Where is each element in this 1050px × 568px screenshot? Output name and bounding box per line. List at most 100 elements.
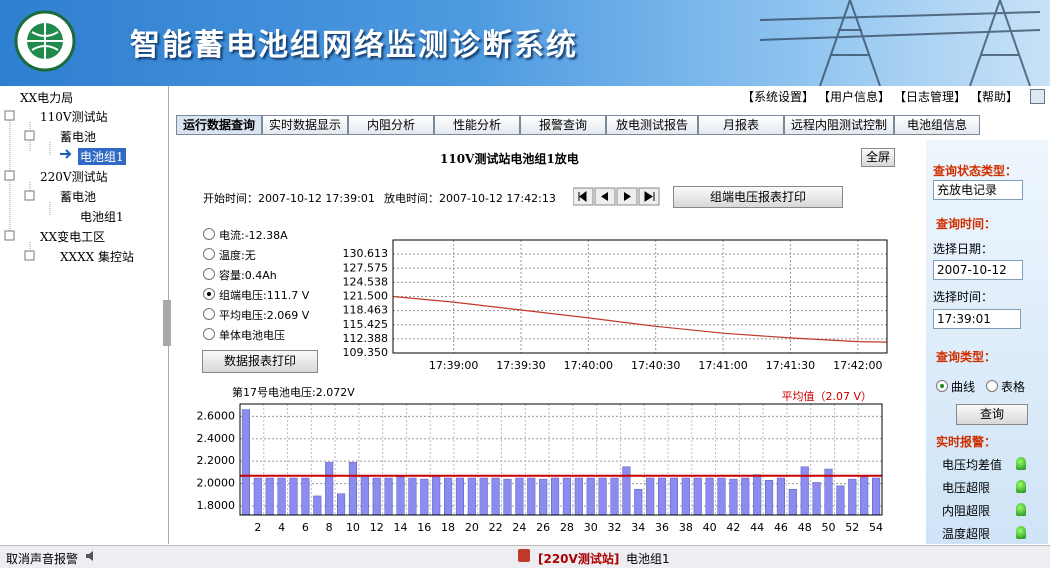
- bar: [872, 477, 881, 516]
- bar: [241, 409, 250, 516]
- radio[interactable]: [203, 228, 215, 240]
- bar: [848, 478, 857, 516]
- x-tick-label: 16: [417, 521, 431, 534]
- tab[interactable]: 报警查询: [520, 115, 606, 135]
- date-select[interactable]: 2007-10-12: [933, 260, 1023, 280]
- x-tick-label: 40: [703, 521, 717, 534]
- nav-link[interactable]: 【帮助】: [970, 90, 1019, 104]
- x-tick-label: 17:40:00: [564, 359, 613, 372]
- bar: [836, 485, 845, 516]
- option-label: 平均电压:2.069 V: [219, 309, 310, 322]
- query-button[interactable]: 查询: [956, 404, 1028, 425]
- tree-node[interactable]: 110V测试站: [40, 110, 108, 124]
- tab[interactable]: 实时数据显示: [262, 115, 348, 135]
- tab[interactable]: 远程内阻测试控制: [784, 115, 894, 135]
- tree-node[interactable]: XX电力局: [20, 91, 74, 105]
- plot-frame: [392, 239, 888, 354]
- mute-toggle[interactable]: 取消声音报警: [6, 552, 79, 566]
- x-tick-label: 46: [774, 521, 788, 534]
- print-group-button[interactable]: 组端电压报表打印: [673, 186, 843, 208]
- bar: [717, 477, 726, 516]
- x-tick-label: 42: [726, 521, 740, 534]
- bar: [551, 477, 560, 516]
- option-label: 温度:无: [219, 249, 256, 262]
- tree-node[interactable]: XX变电工区: [40, 230, 106, 244]
- nav-link[interactable]: 【日志管理】: [894, 90, 967, 104]
- nav-link[interactable]: 【系统设置】: [742, 90, 815, 104]
- bar: [289, 477, 298, 516]
- tree-node[interactable]: 蓄电池: [60, 130, 97, 144]
- bar: [562, 477, 571, 516]
- y-tick-label: 2.4000: [197, 432, 236, 445]
- bar: [420, 478, 429, 516]
- tab[interactable]: 性能分析: [434, 115, 520, 135]
- x-tick-label: 4: [278, 521, 285, 534]
- radio[interactable]: [986, 380, 998, 392]
- tab[interactable]: 电池组信息: [894, 115, 980, 135]
- tab[interactable]: 运行数据查询: [176, 115, 262, 135]
- bar: [337, 493, 346, 516]
- mode-label: 表格: [1001, 380, 1026, 394]
- start-time: 开始时间：2007-10-12 17:39:01: [203, 192, 375, 205]
- y-tick-label: 2.6000: [197, 409, 236, 422]
- time-select[interactable]: 17:39:01: [933, 309, 1021, 329]
- bar: [313, 495, 322, 516]
- bar: [776, 477, 785, 516]
- tab[interactable]: 月报表: [698, 115, 784, 135]
- bar: [325, 462, 334, 516]
- radio[interactable]: [203, 308, 215, 320]
- alarm-light: [1016, 480, 1026, 493]
- tree-lines: [4, 110, 72, 261]
- alarm-label: 电压均差值: [942, 458, 1003, 472]
- radio[interactable]: [203, 248, 215, 260]
- bar: [574, 477, 583, 516]
- x-tick-label: 48: [798, 521, 812, 534]
- x-tick-label: 26: [536, 521, 550, 534]
- radio[interactable]: [203, 328, 215, 340]
- tab[interactable]: 放电测试报告: [606, 115, 698, 135]
- x-tick-label: 17:42:00: [833, 359, 882, 372]
- query-panel: 查询状态类型： 充放电记录 查询时间： 选择日期： 2007-10-12 选择时…: [926, 140, 1048, 544]
- y-tick-label: 121.500: [343, 290, 389, 303]
- radio[interactable]: [936, 380, 948, 392]
- y-tick-label: 115.425: [343, 318, 389, 331]
- bar: [693, 477, 702, 516]
- fullscreen-button[interactable]: 全屏: [861, 148, 895, 167]
- bar: [253, 477, 262, 516]
- tree-node[interactable]: XXXX 集控站: [60, 250, 134, 264]
- bar: [812, 482, 821, 516]
- label: 选择日期：: [933, 242, 994, 256]
- alarm-light: [1016, 503, 1026, 516]
- x-tick-label: 2: [254, 521, 261, 534]
- x-tick-label: 17:40:30: [631, 359, 680, 372]
- tree-node[interactable]: 电池组1: [78, 148, 126, 165]
- tab[interactable]: 内阻分析: [348, 115, 434, 135]
- print-data-button[interactable]: 数据报表打印: [202, 350, 318, 373]
- station-icon: [518, 549, 530, 562]
- bar: [729, 478, 738, 516]
- tree-node[interactable]: 220V测试站: [40, 170, 108, 184]
- x-tick-label: 17:41:00: [698, 359, 747, 372]
- bar: [646, 477, 655, 516]
- tree-node[interactable]: 蓄电池: [60, 190, 97, 204]
- alarm-label: 电压超限: [942, 481, 991, 495]
- header: 智能蓄电池组网络监测诊断系统: [0, 0, 1050, 86]
- collapse-button[interactable]: [1030, 89, 1045, 104]
- radio[interactable]: [203, 288, 215, 300]
- bar: [396, 476, 405, 516]
- tree-node[interactable]: 电池组1: [80, 210, 124, 224]
- nav-link[interactable]: 【用户信息】: [818, 90, 891, 104]
- x-tick-label: 50: [822, 521, 836, 534]
- status-select[interactable]: 充放电记录: [933, 180, 1023, 200]
- bar: [455, 477, 464, 516]
- label: 选择时间：: [933, 290, 994, 304]
- radio[interactable]: [203, 268, 215, 280]
- x-tick-label: 17:41:30: [766, 359, 815, 372]
- bar: [741, 477, 750, 516]
- splitter-handle[interactable]: [163, 300, 171, 346]
- plot-area: [240, 404, 882, 515]
- x-tick-label: 52: [845, 521, 859, 534]
- y-tick-label: 2.2000: [197, 454, 236, 467]
